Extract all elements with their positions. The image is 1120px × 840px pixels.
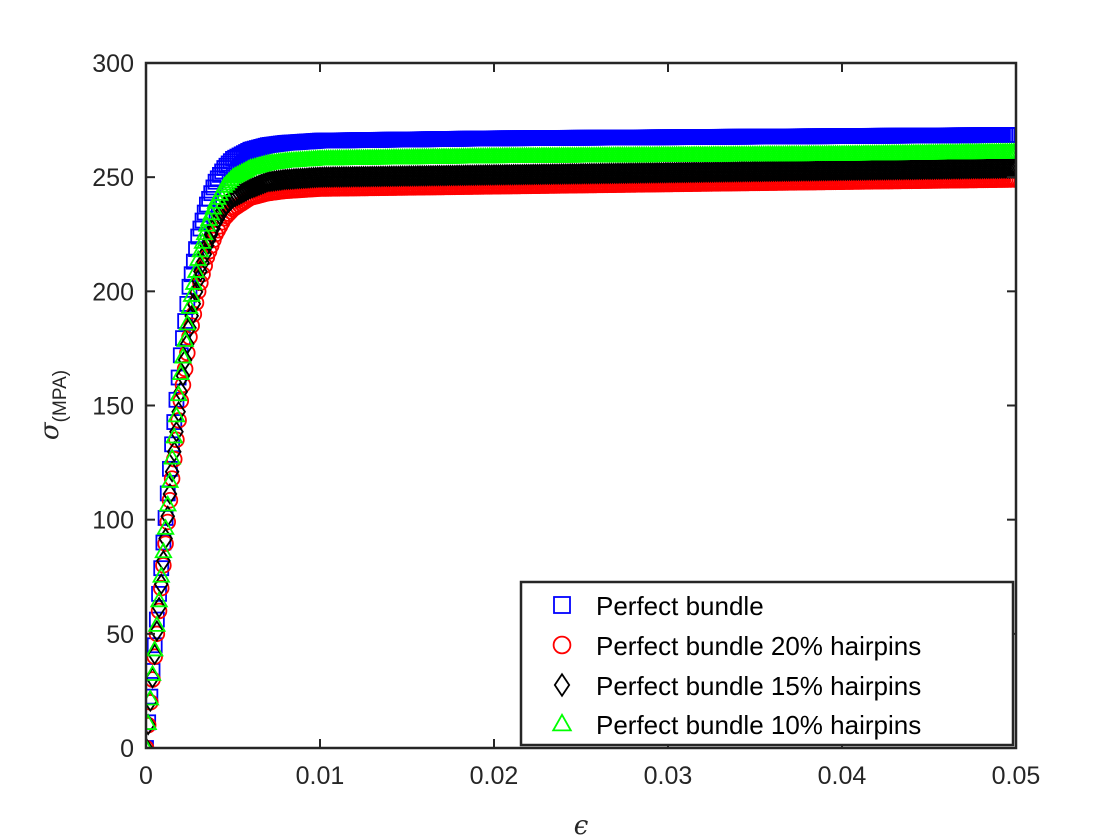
y-axis-label-symbol: σ	[35, 421, 65, 440]
data-point	[158, 494, 177, 512]
x-tick-label: 0.03	[644, 762, 693, 790]
data-point	[157, 535, 174, 552]
data-point	[146, 736, 154, 748]
data-point	[204, 198, 223, 215]
legend-marker-diamond	[553, 672, 571, 698]
y-axis-label: σ(MPA)	[35, 370, 71, 440]
data-point	[167, 405, 186, 423]
x-tick-label: 0.02	[470, 762, 519, 790]
data-point	[183, 266, 200, 283]
legend-label-10pct-hairpins: Perfect bundle 10% hairpins	[596, 710, 921, 740]
data-point	[169, 420, 184, 443]
data-point	[171, 363, 191, 381]
data-point	[151, 566, 171, 583]
data-point	[180, 297, 199, 314]
data-point	[1008, 127, 1016, 143]
data-point	[178, 313, 197, 331]
data-point	[173, 347, 193, 364]
data-point	[240, 178, 256, 201]
data-point	[245, 176, 260, 199]
data-point	[169, 384, 188, 402]
data-point	[162, 448, 182, 465]
data-point	[155, 534, 172, 551]
y-tick-label: 100	[92, 507, 134, 535]
data-point	[179, 332, 195, 355]
y-tick-label: 250	[92, 164, 134, 192]
data-point	[161, 492, 179, 509]
data-point	[202, 203, 221, 221]
x-tick-label: 0.05	[992, 762, 1041, 790]
legend-label-15pct-hairpins: Perfect bundle 15% hairpins	[596, 671, 921, 701]
data-point	[146, 639, 164, 657]
y-tick-label: 200	[92, 278, 134, 306]
legend: Perfect bundle Perfect bundle 20% hairpi…	[519, 580, 1015, 747]
data-point	[193, 232, 212, 249]
y-axis-label-subscript: (MPA)	[50, 370, 71, 422]
y-tick-label: 0	[120, 735, 134, 763]
data-point	[156, 518, 175, 535]
data-point	[247, 175, 263, 198]
x-axis-label: ϵ	[574, 811, 589, 840]
data-point	[163, 470, 181, 487]
data-point	[146, 713, 158, 730]
data-point	[154, 541, 173, 559]
series-layer	[146, 127, 1016, 748]
data-point	[165, 427, 184, 444]
data-point	[175, 364, 191, 387]
data-point	[147, 615, 167, 632]
data-point	[151, 596, 167, 619]
data-point	[175, 330, 195, 347]
data-point	[166, 440, 182, 463]
data-point	[1007, 171, 1016, 188]
legend-marker-square	[553, 596, 571, 614]
data-point	[238, 179, 254, 202]
data-point	[195, 223, 214, 241]
y-tick-label: 150	[92, 393, 134, 421]
data-point	[149, 619, 165, 643]
data-point	[191, 240, 210, 258]
legend-box	[519, 580, 1015, 747]
data-point	[186, 261, 206, 278]
data-point	[188, 249, 208, 266]
data-point	[197, 215, 217, 232]
y-tick-label: 50	[106, 621, 134, 649]
legend-markers	[551, 596, 573, 732]
data-point	[199, 209, 219, 226]
data-point	[249, 174, 265, 198]
series-3	[146, 156, 1016, 748]
data-point	[164, 460, 180, 483]
data-point	[177, 348, 193, 371]
legend-marker-circle	[552, 635, 572, 655]
x-tick-label: 0.01	[296, 762, 345, 790]
plot-frame	[144, 61, 1018, 750]
legend-marker-triangle	[551, 712, 573, 732]
data-point	[1006, 142, 1016, 159]
x-tick-label: 0	[139, 762, 153, 790]
data-point	[159, 513, 176, 531]
ticks-layer: 0 0.01 0.02 0.03 0.04 0.05 0 50 100 150 200 250 300	[92, 50, 1040, 790]
legend-label-20pct-hairpins: Perfect bundle 20% hairpins	[596, 631, 921, 661]
data-point	[182, 316, 197, 339]
data-point	[243, 177, 258, 200]
y-tick-label: 300	[92, 50, 134, 78]
legend-label-perfect-bundle: Perfect bundle	[596, 591, 764, 621]
data-point	[1008, 156, 1016, 180]
data-point	[174, 376, 192, 394]
data-point	[176, 360, 194, 378]
data-point	[146, 664, 162, 681]
data-point	[184, 273, 204, 290]
data-point	[147, 643, 163, 666]
x-tick-label: 0.04	[818, 762, 867, 790]
series-4	[146, 142, 1016, 748]
data-point	[160, 471, 180, 488]
data-point	[162, 482, 178, 506]
data-point	[182, 285, 201, 302]
data-point	[149, 590, 169, 608]
